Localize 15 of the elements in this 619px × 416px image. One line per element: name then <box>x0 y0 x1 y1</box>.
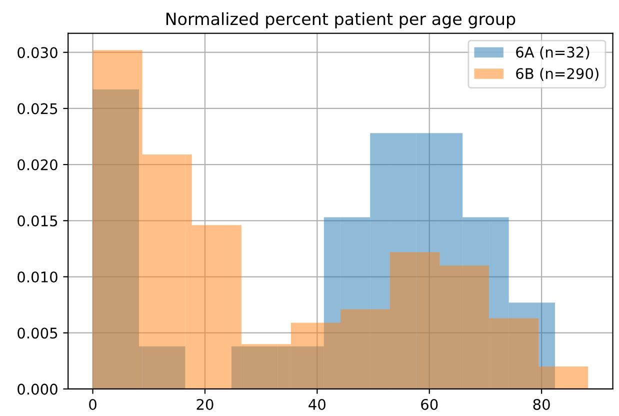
y-tick-label: 0.015 <box>18 215 58 226</box>
y-tick-label: 0.030 <box>18 47 58 58</box>
x-tick-label: 60 <box>421 398 438 410</box>
y-tick-label: 0.000 <box>18 384 58 395</box>
x-tick-label: 80 <box>533 398 550 410</box>
y-tick-label: 0.025 <box>18 103 58 114</box>
y-tick-label: 0.005 <box>18 328 58 339</box>
x-tick-label: 0 <box>89 398 96 410</box>
x-tick-label: 40 <box>308 398 326 410</box>
legend-label: 6B (n=290) <box>516 68 598 81</box>
y-tick-label: 0.010 <box>18 271 58 283</box>
chart-title: Normalized percent patient per age group <box>166 12 516 28</box>
y-tick-label: 0.020 <box>18 159 58 170</box>
x-tick-label: 20 <box>196 398 214 410</box>
legend-label: 6A (n=32) <box>516 46 590 60</box>
